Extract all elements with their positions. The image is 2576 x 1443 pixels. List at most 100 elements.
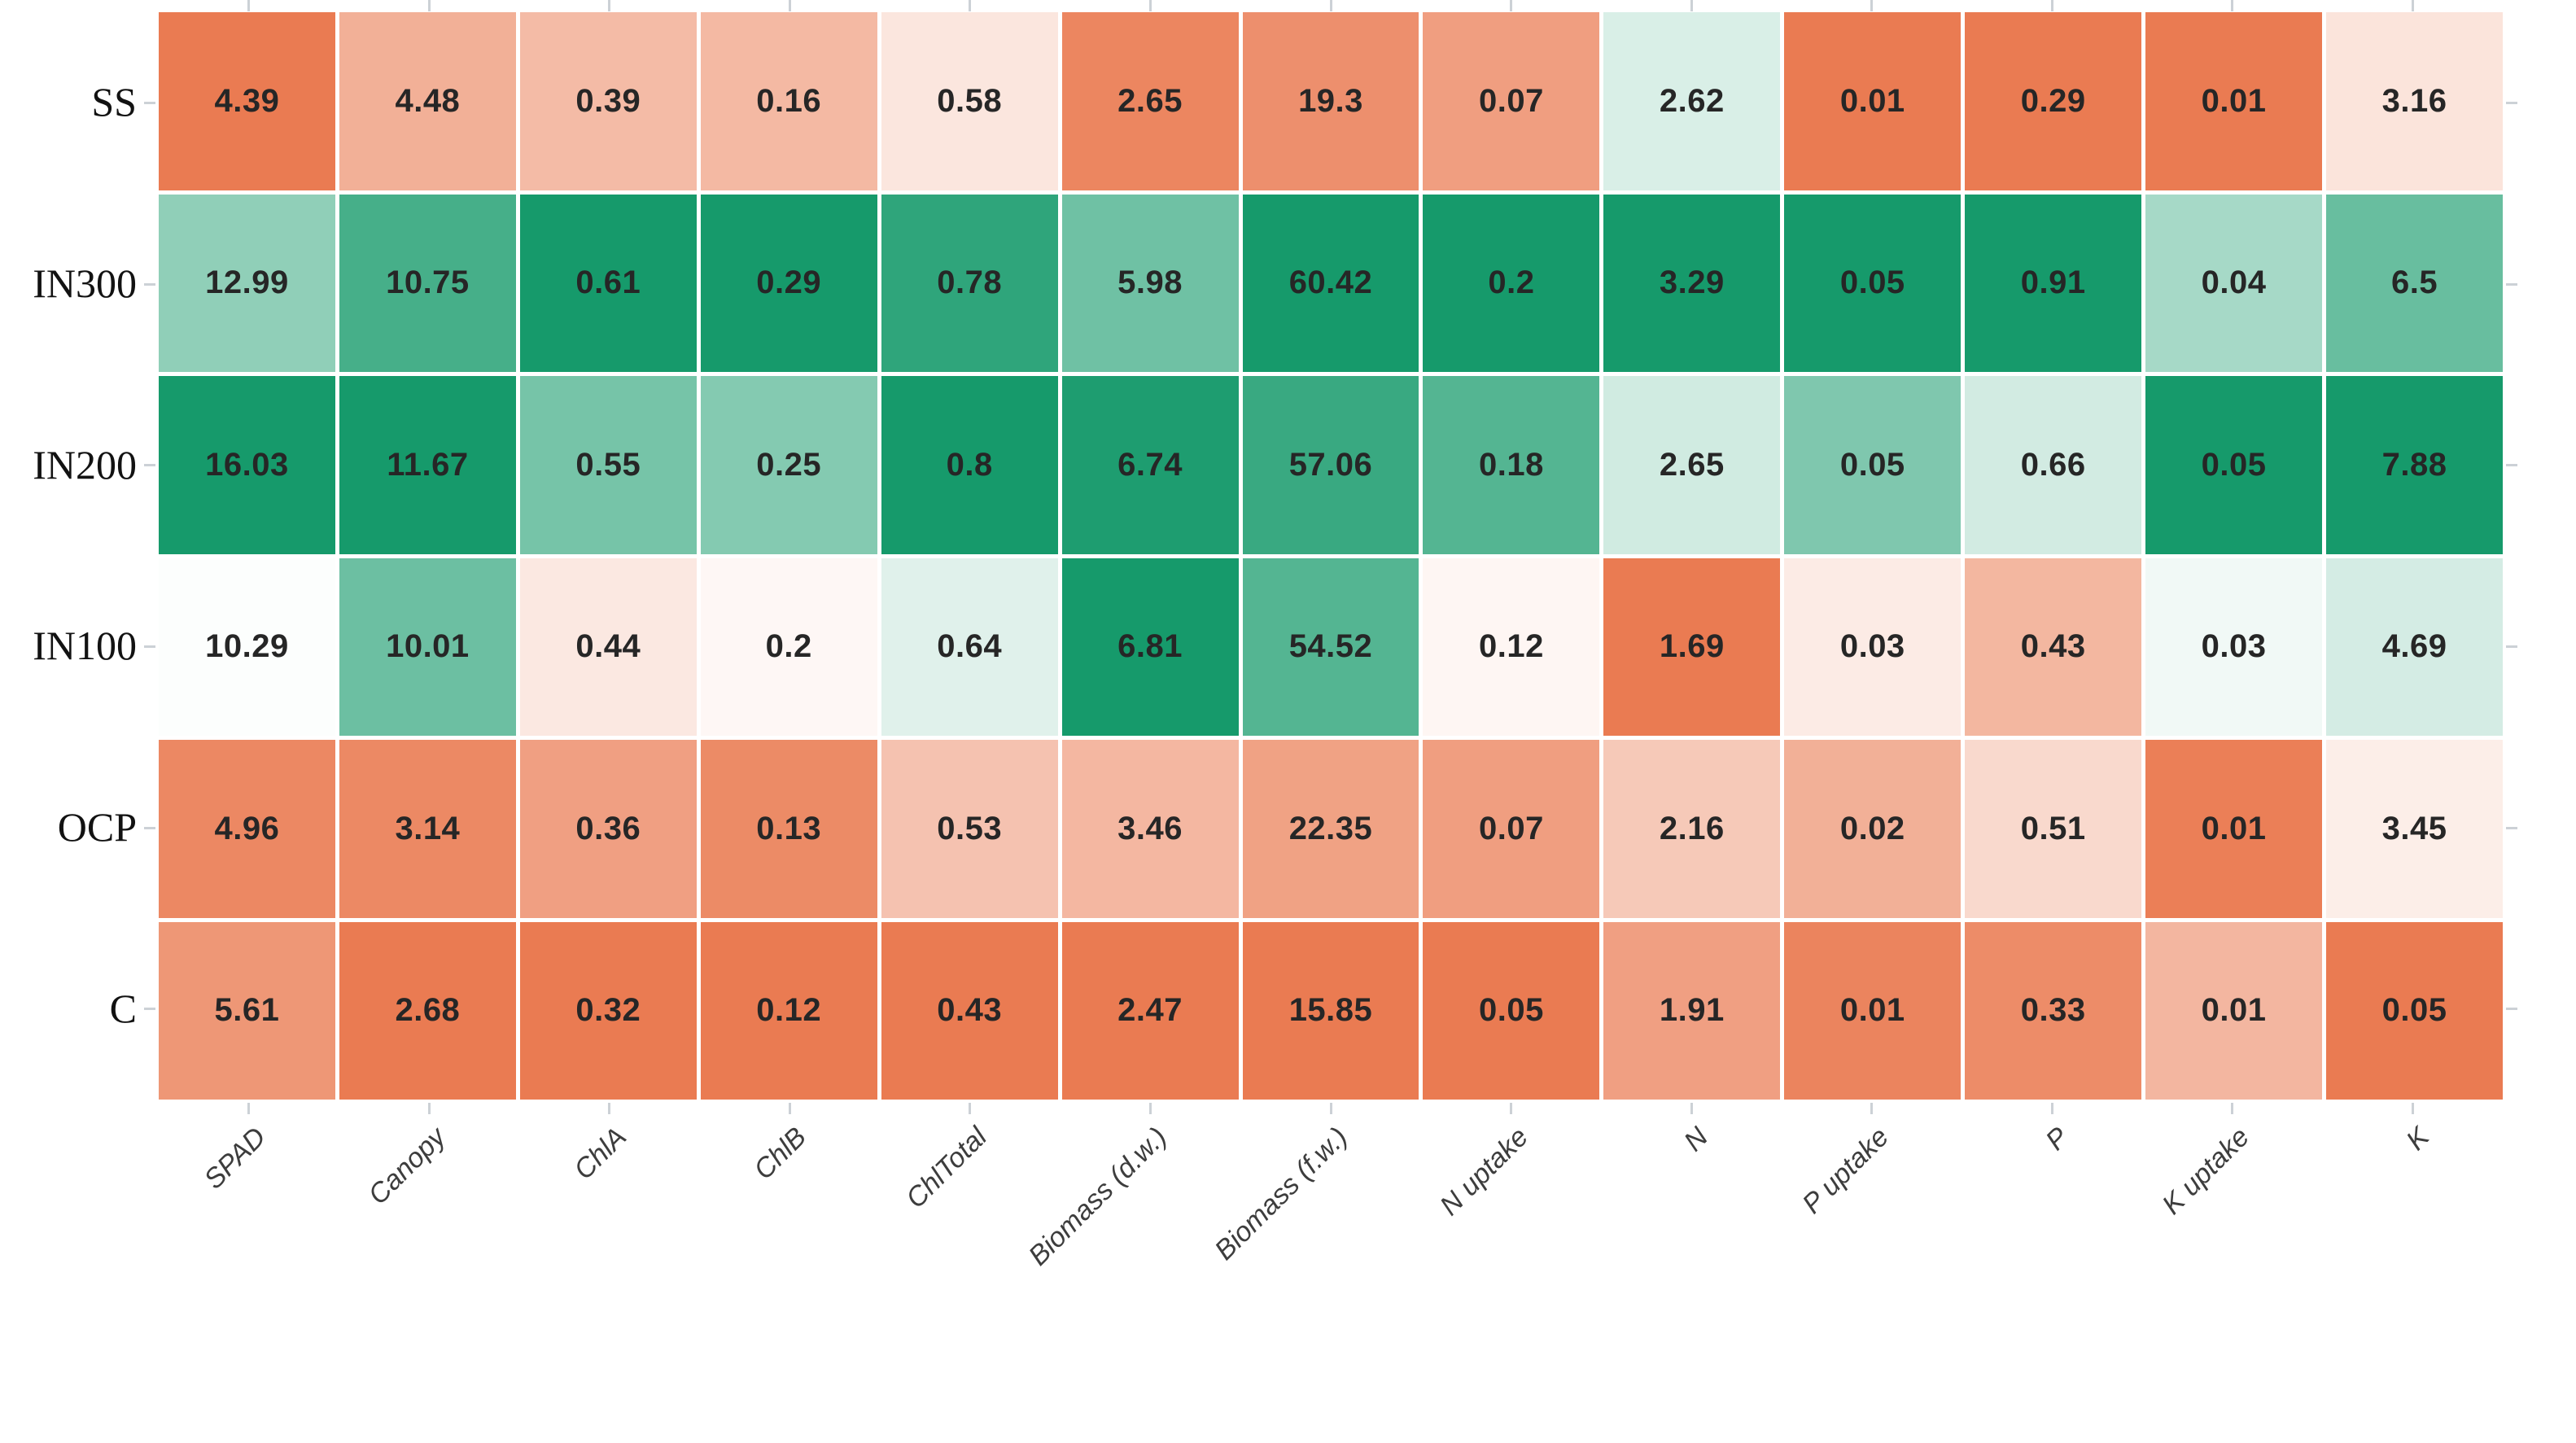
heatmap-cell: 11.67 bbox=[339, 376, 516, 554]
heatmap-cell: 3.14 bbox=[339, 740, 516, 918]
row-label: IN300 bbox=[33, 260, 137, 306]
axis-tick bbox=[144, 645, 155, 648]
column-label: ChlTotal bbox=[899, 1121, 993, 1215]
heatmap-cell: 3.16 bbox=[2326, 12, 2503, 190]
axis-tick bbox=[2506, 826, 2517, 829]
heatmap-cell: 0.66 bbox=[1965, 376, 2142, 554]
axis-tick bbox=[144, 464, 155, 467]
heatmap-cell: 2.62 bbox=[1603, 12, 1781, 190]
heatmap-cell: 0.33 bbox=[1965, 921, 2142, 1100]
heatmap-cell: 0.01 bbox=[1784, 921, 1962, 1100]
heatmap-cell: 0.01 bbox=[1784, 12, 1962, 190]
heatmap-cell: 0.12 bbox=[700, 921, 877, 1100]
heatmap-cell: 0.2 bbox=[700, 558, 877, 736]
heatmap-cell: 2.68 bbox=[339, 921, 516, 1100]
heatmap-cell: 2.16 bbox=[1603, 740, 1781, 918]
heatmap-cell: 0.05 bbox=[2326, 921, 2503, 1100]
heatmap-cell: 0.29 bbox=[1965, 12, 2142, 190]
heatmap-cell: 1.69 bbox=[1603, 558, 1781, 736]
heatmap-cell: 0.43 bbox=[1965, 558, 2142, 736]
row-label: C bbox=[109, 985, 137, 1031]
axis-tick bbox=[1148, 0, 1152, 11]
heatmap-cell: 3.29 bbox=[1603, 194, 1781, 372]
axis-tick bbox=[608, 1103, 611, 1114]
heatmap-cell: 0.03 bbox=[2145, 558, 2323, 736]
heatmap-cell: 0.51 bbox=[1965, 740, 2142, 918]
heatmap-cell: 0.01 bbox=[2145, 12, 2323, 190]
axis-tick bbox=[2050, 1103, 2053, 1114]
heatmap-cell: 19.3 bbox=[1242, 12, 1419, 190]
heatmap-cell: 57.06 bbox=[1242, 376, 1419, 554]
heatmap-cell: 7.88 bbox=[2326, 376, 2503, 554]
heatmap-cell: 0.01 bbox=[2145, 740, 2323, 918]
row-label: IN200 bbox=[33, 441, 137, 488]
axis-tick bbox=[969, 0, 972, 11]
heatmap-cell: 0.55 bbox=[519, 376, 697, 554]
axis-tick bbox=[969, 1103, 972, 1114]
heatmap-cell: 0.05 bbox=[2145, 376, 2323, 554]
heatmap-cell: 6.74 bbox=[1061, 376, 1239, 554]
heatmap-cell: 0.61 bbox=[519, 194, 697, 372]
heatmap-cell: 10.29 bbox=[159, 558, 335, 736]
heatmap-cell: 1.91 bbox=[1603, 921, 1781, 1100]
axis-tick bbox=[247, 0, 251, 11]
heatmap-cell: 5.61 bbox=[159, 921, 335, 1100]
axis-tick bbox=[608, 0, 611, 11]
axis-tick bbox=[1690, 1103, 1693, 1114]
column-label: P bbox=[2040, 1121, 2075, 1157]
heatmap-cell: 0.91 bbox=[1965, 194, 2142, 372]
axis-tick bbox=[144, 101, 155, 104]
heatmap-cell: 4.96 bbox=[159, 740, 335, 918]
heatmap-cell: 0.01 bbox=[2145, 921, 2323, 1100]
row-label: SS bbox=[91, 79, 137, 125]
axis-tick bbox=[144, 826, 155, 829]
heatmap-cell: 0.36 bbox=[519, 740, 697, 918]
heatmap-cell: 2.65 bbox=[1603, 376, 1781, 554]
correlation-heatmap-figure: 4.39 4.48 0.39 0.16 0.58 2.65 19.3 0.07 2.62 0.01… bbox=[33, 0, 2517, 1271]
column-label: ChlB bbox=[748, 1121, 813, 1186]
axis-tick bbox=[2411, 0, 2414, 11]
axis-tick bbox=[2506, 645, 2517, 648]
axis-tick bbox=[144, 1008, 155, 1011]
heatmap-cell: 0.18 bbox=[1423, 376, 1600, 554]
heatmap-cell: 0.53 bbox=[881, 740, 1058, 918]
heatmap-cell: 0.13 bbox=[700, 740, 877, 918]
heatmap-cell: 0.05 bbox=[1423, 921, 1600, 1100]
axis-tick bbox=[2506, 282, 2517, 286]
axis-tick bbox=[2411, 1103, 2414, 1114]
row-label: IN100 bbox=[33, 623, 137, 669]
heatmap-cell: 0.8 bbox=[881, 376, 1058, 554]
heatmap-cell: 0.05 bbox=[1784, 194, 1962, 372]
axis-tick bbox=[144, 282, 155, 286]
heatmap-cell: 0.43 bbox=[881, 921, 1058, 1100]
heatmap-cell: 54.52 bbox=[1242, 558, 1419, 736]
heatmap-cell: 2.65 bbox=[1061, 12, 1239, 190]
heatmap-cell: 0.2 bbox=[1423, 194, 1600, 372]
axis-tick bbox=[2231, 0, 2234, 11]
axis-tick bbox=[2506, 101, 2517, 104]
heatmap-cell: 0.12 bbox=[1423, 558, 1600, 736]
axis-tick bbox=[788, 1103, 791, 1114]
heatmap-cell: 3.46 bbox=[1061, 740, 1239, 918]
axis-tick bbox=[1329, 1103, 1332, 1114]
axis-tick bbox=[427, 1103, 431, 1114]
heatmap-cell: 0.03 bbox=[1784, 558, 1962, 736]
heatmap-cell: 0.07 bbox=[1423, 740, 1600, 918]
axis-tick bbox=[2506, 464, 2517, 467]
heatmap-cell: 0.07 bbox=[1423, 12, 1600, 190]
heatmap-cell: 0.16 bbox=[700, 12, 877, 190]
heatmap-cell: 60.42 bbox=[1242, 194, 1419, 372]
heatmap-cell: 15.85 bbox=[1242, 921, 1419, 1100]
heatmap-cell: 0.29 bbox=[700, 194, 877, 372]
column-label: Biomass (f.w.) bbox=[1209, 1121, 1354, 1266]
heatmap-cell: 12.99 bbox=[159, 194, 335, 372]
axis-tick bbox=[2506, 1008, 2517, 1011]
axis-tick bbox=[1510, 1103, 1513, 1114]
heatmap-cell: 0.32 bbox=[519, 921, 697, 1100]
heatmap-cell: 0.25 bbox=[700, 376, 877, 554]
axis-tick bbox=[1690, 0, 1693, 11]
heatmap-cell: 6.81 bbox=[1061, 558, 1239, 736]
heatmap-cell: 10.75 bbox=[339, 194, 516, 372]
column-label: K bbox=[2400, 1121, 2436, 1157]
axis-tick bbox=[247, 1103, 251, 1114]
